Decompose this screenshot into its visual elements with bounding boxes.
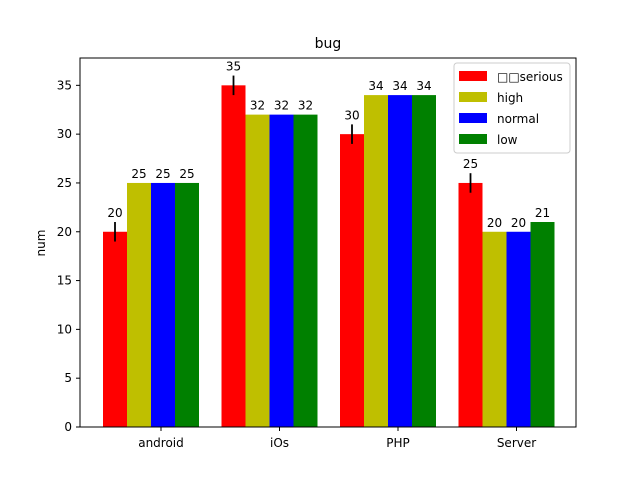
legend-swatch-1 bbox=[459, 92, 487, 102]
bar-android-0 bbox=[103, 231, 127, 427]
y-tick-label: 15 bbox=[57, 274, 72, 288]
bar-PHP-0 bbox=[340, 134, 364, 427]
y-tick-label: 5 bbox=[64, 371, 72, 385]
data-label-iOs-1: 32 bbox=[250, 99, 265, 113]
data-label-android-0: 20 bbox=[107, 206, 122, 220]
data-label-android-3: 25 bbox=[179, 167, 194, 181]
x-tick-label-android: android bbox=[138, 436, 184, 450]
data-label-Server-0: 25 bbox=[463, 157, 478, 171]
bar-android-3 bbox=[175, 182, 199, 427]
data-label-android-1: 25 bbox=[131, 167, 146, 181]
data-label-PHP-0: 30 bbox=[344, 108, 359, 122]
data-label-Server-3: 21 bbox=[535, 206, 550, 220]
bar-Server-0 bbox=[458, 182, 483, 427]
legend: □□serious high normal low bbox=[453, 62, 571, 154]
y-tick-label: 30 bbox=[57, 127, 72, 141]
x-tick-label-iOs: iOs bbox=[270, 436, 289, 450]
data-label-PHP-2: 34 bbox=[392, 79, 407, 93]
y-axis-label: num bbox=[34, 230, 48, 257]
y-tick-label: 0 bbox=[64, 420, 72, 434]
legend-label-1: high bbox=[497, 91, 523, 105]
axes-layer: 0 5 10 15 20 25 30 35 android iOs PHP Server bbox=[57, 57, 577, 450]
bar-android-1 bbox=[127, 182, 151, 427]
bar-PHP-1 bbox=[364, 95, 388, 427]
legend-label-0: □□serious bbox=[497, 70, 563, 84]
y-tick-label: 25 bbox=[57, 176, 72, 190]
data-label-iOs-2: 32 bbox=[274, 99, 289, 113]
data-label-PHP-3: 34 bbox=[416, 79, 431, 93]
y-tick-label: 35 bbox=[57, 78, 72, 92]
plot-frame bbox=[79, 57, 577, 428]
data-label-PHP-1: 34 bbox=[368, 79, 383, 93]
y-tick-label: 20 bbox=[57, 225, 72, 239]
data-label-android-2: 25 bbox=[155, 167, 170, 181]
legend-swatch-0 bbox=[459, 71, 487, 81]
data-label-Server-1: 20 bbox=[487, 216, 502, 230]
bar-Server-3 bbox=[530, 222, 555, 427]
data-label-iOs-0: 35 bbox=[226, 60, 241, 74]
y-tick-label: 10 bbox=[57, 322, 72, 336]
legend-label-2: normal bbox=[497, 112, 539, 126]
chart-title: bug bbox=[315, 36, 342, 52]
x-tick-label-PHP: PHP bbox=[386, 436, 410, 450]
data-label-Server-2: 20 bbox=[511, 216, 526, 230]
bar-Server-2 bbox=[506, 231, 531, 427]
bar-PHP-2 bbox=[388, 95, 412, 427]
legend-swatch-3 bbox=[459, 134, 487, 144]
bar-PHP-3 bbox=[412, 95, 436, 427]
bar-android-2 bbox=[151, 182, 175, 427]
bar-iOs-2 bbox=[269, 114, 294, 427]
bar-iOs-3 bbox=[293, 114, 318, 427]
data-label-iOs-3: 32 bbox=[298, 99, 313, 113]
bar-iOs-1 bbox=[245, 114, 270, 427]
bar-Server-1 bbox=[482, 231, 507, 427]
bar-iOs-0 bbox=[221, 85, 246, 427]
legend-swatch-2 bbox=[459, 113, 487, 123]
legend-box bbox=[453, 62, 571, 154]
x-tick-label-Server: Server bbox=[497, 436, 536, 450]
bars-layer: 20 25 25 25 35 32 32 32 30 34 34 34 25 20 20 21 bbox=[103, 60, 555, 427]
legend-label-3: low bbox=[497, 133, 518, 147]
